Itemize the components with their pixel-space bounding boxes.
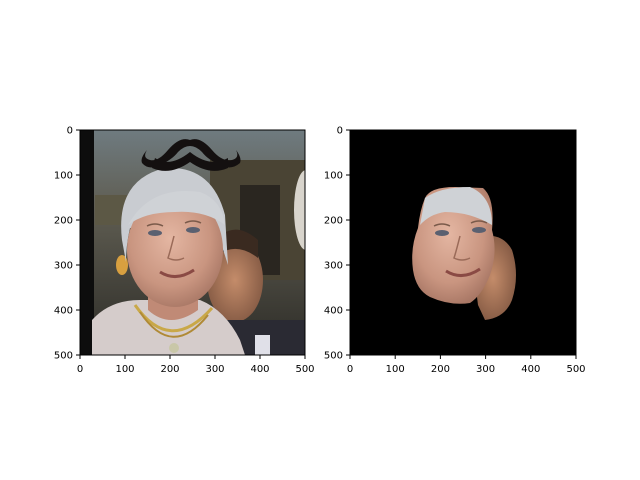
right-panel-ytick-label: 500: [324, 351, 343, 362]
axes: 0 100 200 300 400 500 0 100 200 300 400 500 0 100 200 3…: [54, 126, 586, 376]
left-photo: [80, 130, 305, 355]
left-panel-xtick-label: 400: [250, 364, 269, 375]
right-panel-xtick-label: 100: [386, 364, 405, 375]
left-panel-ytick-label: 0: [67, 126, 73, 137]
right-panel-ytick-label: 300: [324, 261, 343, 272]
right-panel-xtick-label: 0: [347, 364, 353, 375]
left-panel-ytick-label: 300: [54, 261, 73, 272]
right-panel-xtick-label: 300: [476, 364, 495, 375]
left-panel-ytick-label: 100: [54, 171, 73, 182]
right-panel-xtick-label: 400: [521, 364, 540, 375]
left-panel-xtick-label: 500: [295, 364, 314, 375]
left-panel-xtick-label: 0: [77, 364, 83, 375]
right-panel-ytick-label: 0: [337, 126, 343, 137]
right-panel-xtick-label: 500: [566, 364, 585, 375]
left-panel-xtick-label: 100: [115, 364, 134, 375]
left-panel-ytick-label: 400: [54, 306, 73, 317]
right-panel-ytick-label: 100: [324, 171, 343, 182]
right-mask: [350, 130, 576, 355]
left-panel-ytick-label: 500: [54, 351, 73, 362]
left-panel-ytick-label: 200: [54, 216, 73, 227]
right-panel-ytick-label: 400: [324, 306, 343, 317]
left-panel-xtick-label: 200: [160, 364, 179, 375]
right-panel-ytick-label: 200: [324, 216, 343, 227]
right-panel-xtick-label: 200: [431, 364, 450, 375]
left-panel-xtick-label: 300: [205, 364, 224, 375]
